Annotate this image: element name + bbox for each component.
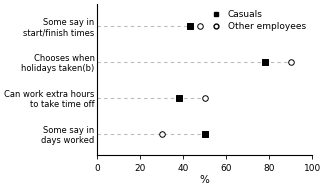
- Point: [198, 24, 203, 27]
- Point: [288, 60, 293, 63]
- Point: [159, 132, 164, 135]
- Point: [262, 60, 267, 63]
- Point: [202, 132, 207, 135]
- Point: [202, 96, 207, 99]
- Point: [187, 24, 192, 27]
- X-axis label: %: %: [200, 175, 210, 185]
- Legend: Casuals, Other employees: Casuals, Other employees: [205, 9, 308, 33]
- Point: [176, 96, 182, 99]
